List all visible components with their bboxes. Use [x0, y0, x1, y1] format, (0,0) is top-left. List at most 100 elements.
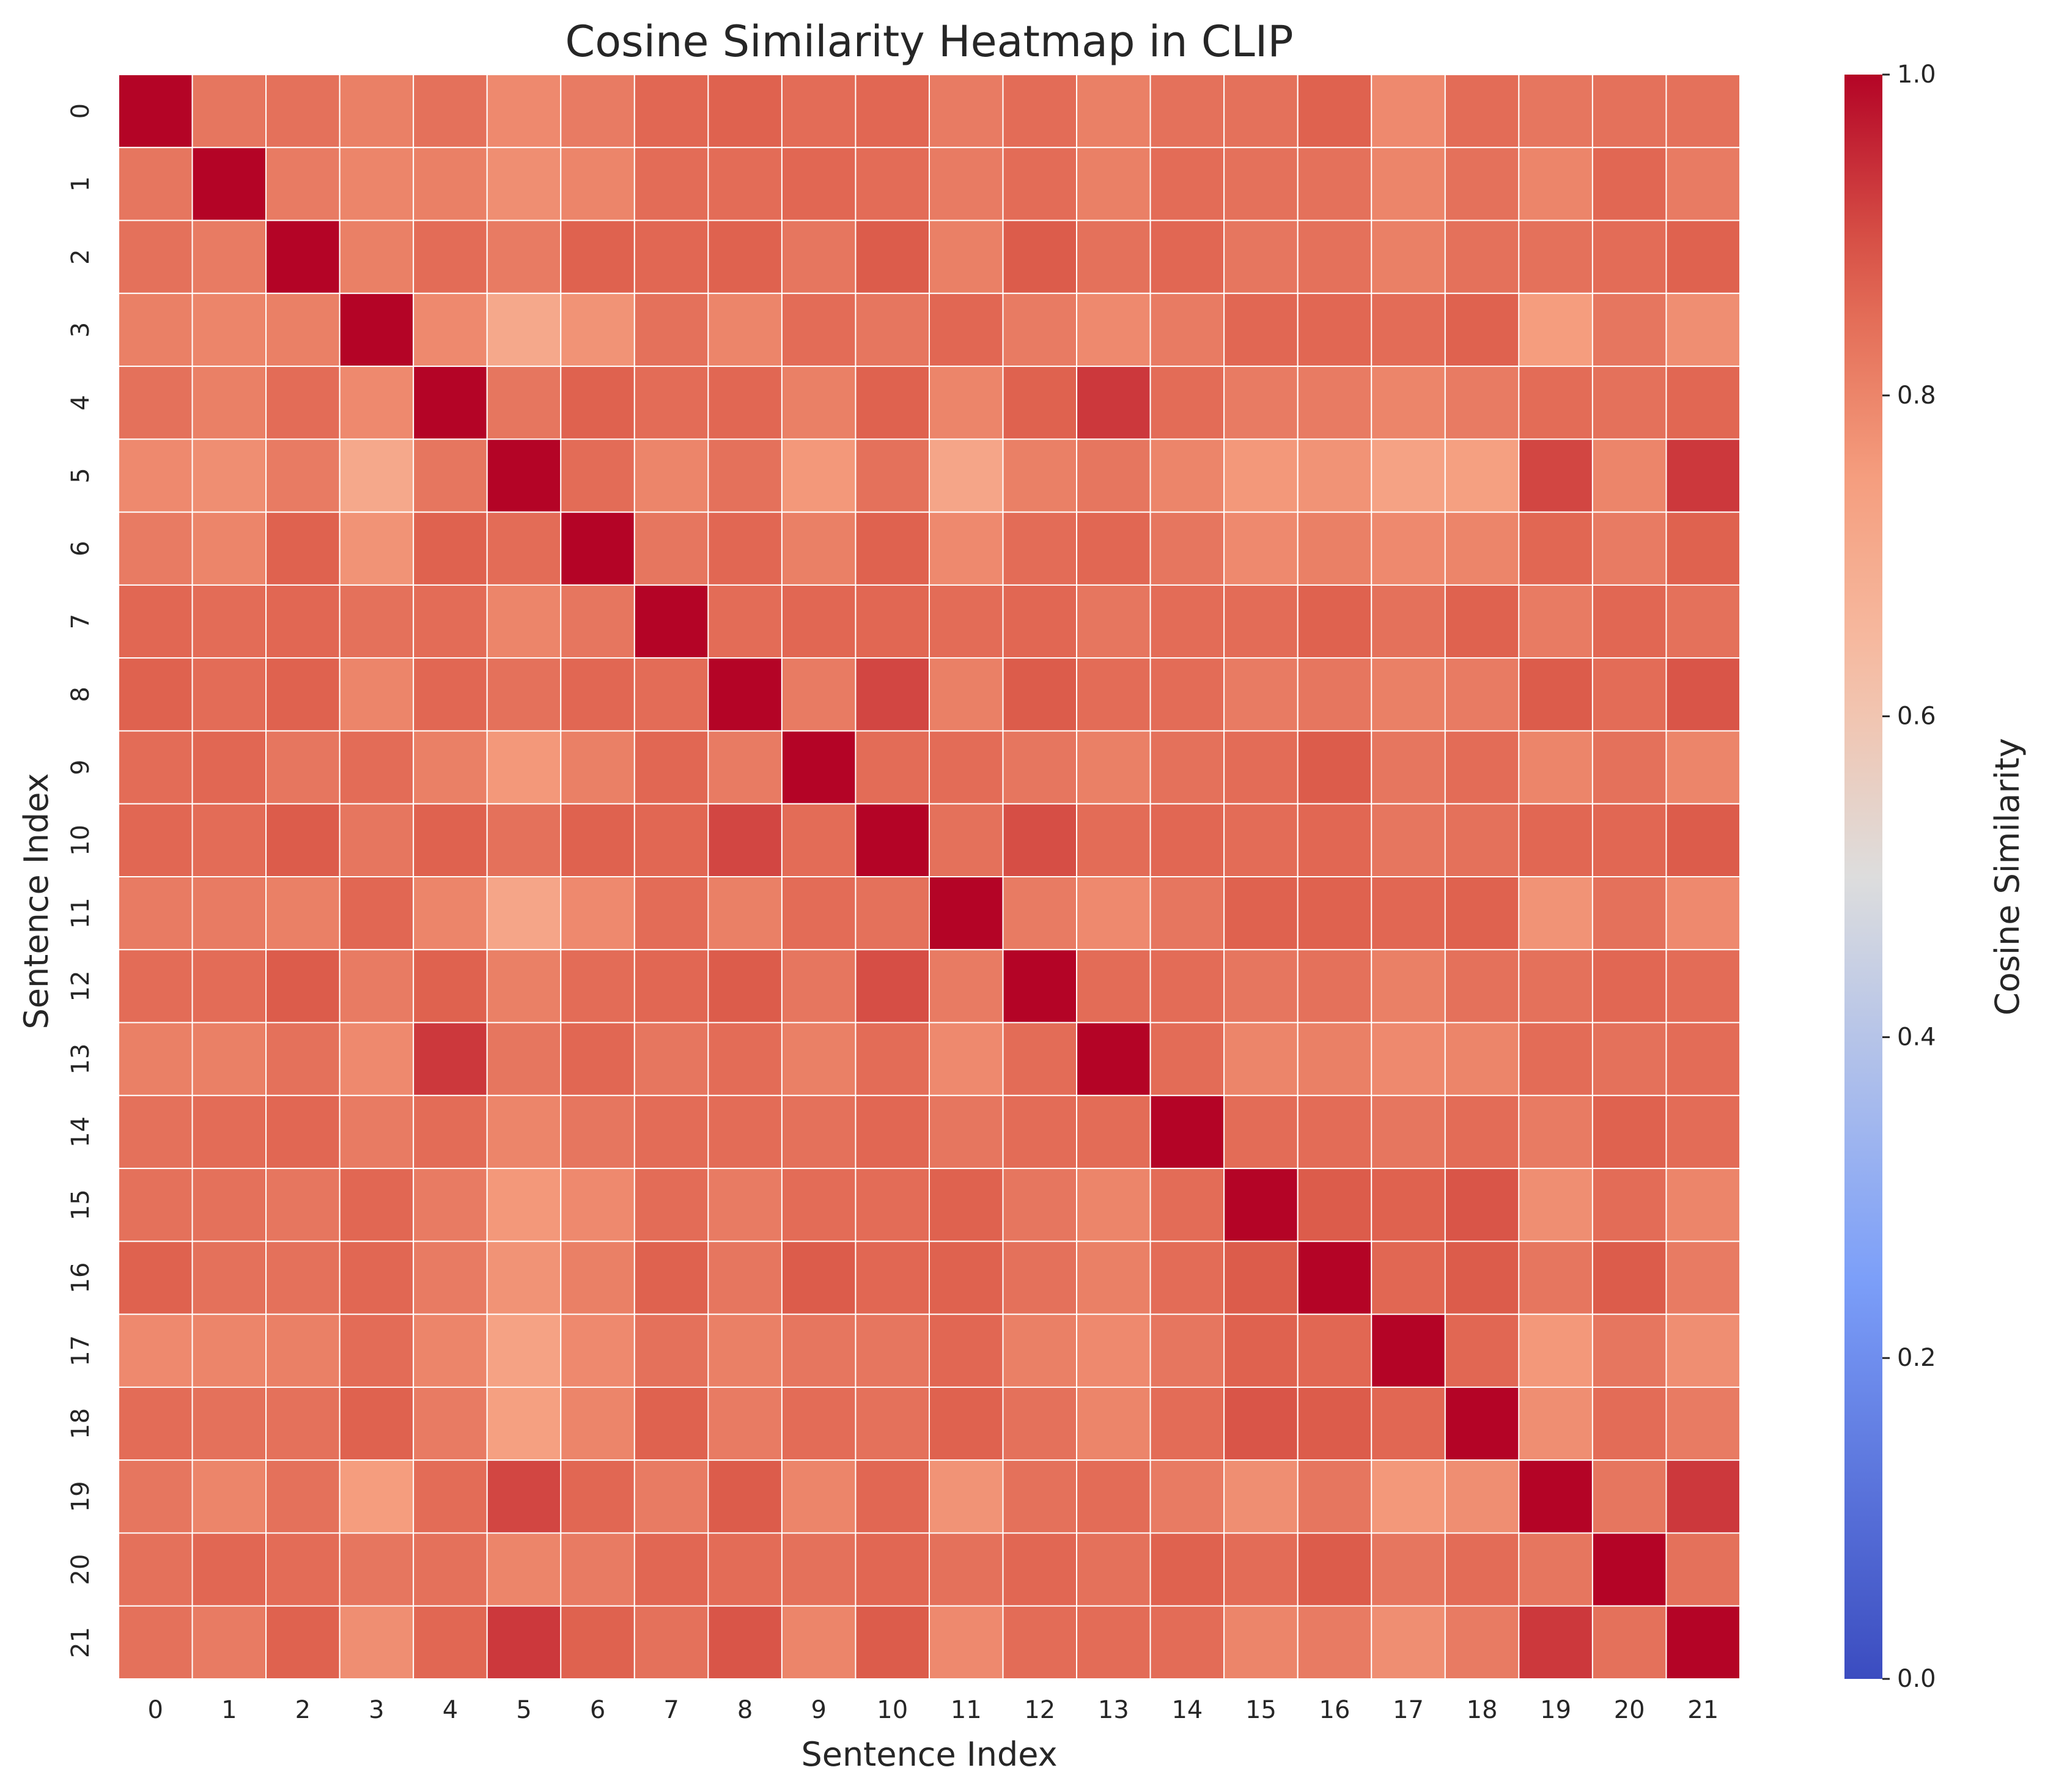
- heatmap-cell-6-10: [855, 511, 930, 586]
- heatmap-cell-14-18: [1444, 1094, 1520, 1170]
- heatmap-cell-0-6: [560, 74, 635, 149]
- heatmap-cell-3-9: [781, 292, 857, 367]
- heatmap-cell-3-8: [707, 292, 783, 367]
- heatmap-cell-15-19: [1518, 1168, 1593, 1242]
- y-axis-label: Sentence Index: [17, 773, 56, 1029]
- heatmap-cell-15-2: [265, 1168, 341, 1242]
- heatmap-cell-12-5: [486, 949, 562, 1023]
- heatmap-cell-1-16: [1297, 147, 1373, 221]
- heatmap-cell-17-9: [781, 1313, 857, 1388]
- heatmap-cell-8-12: [1002, 657, 1078, 732]
- heatmap-cell-17-5: [486, 1313, 562, 1388]
- heatmap-cell-5-16: [1297, 438, 1373, 513]
- heatmap-cell-11-18: [1444, 876, 1520, 951]
- y-tick-label: 21: [67, 1627, 95, 1658]
- heatmap-cell-17-2: [265, 1313, 341, 1388]
- heatmap-cell-4-19: [1518, 366, 1593, 440]
- heatmap-cell-8-10: [855, 657, 930, 732]
- heatmap-cell-4-13: [1076, 366, 1151, 440]
- x-tick-label: 5: [516, 1696, 531, 1724]
- heatmap-cell-5-6: [560, 438, 635, 513]
- heatmap-cell-17-21: [1665, 1313, 1741, 1388]
- heatmap-cell-21-0: [118, 1605, 193, 1680]
- heatmap-cell-1-14: [1149, 147, 1225, 221]
- heatmap-cell-10-11: [929, 803, 1004, 878]
- heatmap-cell-6-4: [413, 511, 488, 586]
- heatmap-cell-8-2: [265, 657, 341, 732]
- heatmap-cell-5-14: [1149, 438, 1225, 513]
- heatmap-cell-9-9: [781, 730, 857, 805]
- heatmap-cell-15-15: [1223, 1168, 1299, 1242]
- heatmap-cell-4-2: [265, 366, 341, 440]
- heatmap-cell-19-13: [1076, 1459, 1151, 1534]
- heatmap-cell-18-21: [1665, 1386, 1741, 1461]
- heatmap-cell-11-15: [1223, 876, 1299, 951]
- heatmap-cell-7-16: [1297, 584, 1373, 659]
- heatmap-cell-13-21: [1665, 1022, 1741, 1096]
- heatmap-cell-14-2: [265, 1094, 341, 1170]
- heatmap-cell-14-5: [486, 1094, 562, 1170]
- heatmap-cell-11-7: [633, 876, 709, 951]
- heatmap-cell-1-10: [855, 147, 930, 221]
- heatmap-cell-4-0: [118, 366, 193, 440]
- heatmap-cell-6-6: [560, 511, 635, 586]
- heatmap-cell-5-5: [486, 438, 562, 513]
- heatmap-cell-7-2: [265, 584, 341, 659]
- heatmap-cell-20-16: [1297, 1532, 1373, 1607]
- x-tick-label: 10: [877, 1696, 908, 1724]
- heatmap-cell-6-9: [781, 511, 857, 586]
- heatmap-cell-14-3: [339, 1094, 415, 1170]
- heatmap-cell-0-18: [1444, 74, 1520, 149]
- heatmap-cell-3-20: [1591, 292, 1667, 367]
- heatmap-cell-2-17: [1371, 219, 1446, 294]
- heatmap-cell-3-21: [1665, 292, 1741, 367]
- heatmap-cell-13-3: [339, 1022, 415, 1096]
- heatmap-cell-12-21: [1665, 949, 1741, 1023]
- heatmap-cell-8-0: [118, 657, 193, 732]
- x-tick-label: 9: [811, 1696, 826, 1724]
- colorbar-tick-label: 0.6: [1897, 702, 1936, 731]
- heatmap-cell-12-18: [1444, 949, 1520, 1023]
- x-tick-label: 18: [1467, 1696, 1498, 1724]
- heatmap-cell-2-11: [929, 219, 1004, 294]
- heatmap-cell-17-11: [929, 1313, 1004, 1388]
- heatmap-cell-5-11: [929, 438, 1004, 513]
- heatmap-cell-2-12: [1002, 219, 1078, 294]
- heatmap-cell-9-16: [1297, 730, 1373, 805]
- heatmap-cell-16-15: [1223, 1241, 1299, 1315]
- heatmap-cell-16-18: [1444, 1241, 1520, 1315]
- x-tick-label: 0: [148, 1696, 163, 1724]
- heatmap-cell-18-8: [707, 1386, 783, 1461]
- heatmap-cell-3-17: [1371, 292, 1446, 367]
- heatmap-cell-9-20: [1591, 730, 1667, 805]
- heatmap-cell-0-19: [1518, 74, 1593, 149]
- colorbar-tick-label: 0.8: [1897, 382, 1936, 410]
- heatmap-cell-13-5: [486, 1022, 562, 1096]
- x-tick-labels: 0 1 2 3 4 5 6 7 8 9 10 11 12 13 14 15 16 17 18 19 20 21: [148, 1696, 1719, 1724]
- heatmap-cell-17-19: [1518, 1313, 1593, 1388]
- heatmap-cell-6-14: [1149, 511, 1225, 586]
- heatmap-cell-18-3: [339, 1386, 415, 1461]
- heatmap-cell-1-4: [413, 147, 488, 221]
- heatmap-cell-17-18: [1444, 1313, 1520, 1388]
- heatmap-cell-19-7: [633, 1459, 709, 1534]
- heatmap-cell-17-1: [191, 1313, 267, 1388]
- heatmap-cell-10-19: [1518, 803, 1593, 878]
- heatmap-cell-13-9: [781, 1022, 857, 1096]
- heatmap-cell-0-2: [265, 74, 341, 149]
- heatmap-cell-6-8: [707, 511, 783, 586]
- heatmap-cell-17-3: [339, 1313, 415, 1388]
- heatmap-cell-17-17: [1371, 1313, 1446, 1388]
- heatmap-cell-20-4: [413, 1532, 488, 1607]
- heatmap-cell-0-20: [1591, 74, 1667, 149]
- x-tick-label: 17: [1393, 1696, 1424, 1724]
- heatmap-cell-12-10: [855, 949, 930, 1023]
- heatmap-cell-19-5: [486, 1459, 562, 1534]
- heatmap-cell-20-10: [855, 1532, 930, 1607]
- heatmap-cell-2-2: [265, 219, 341, 294]
- heatmap-cell-18-15: [1223, 1386, 1299, 1461]
- heatmap-cell-7-0: [118, 584, 193, 659]
- heatmap-cell-21-21: [1665, 1605, 1741, 1680]
- heatmap-cell-15-16: [1297, 1168, 1373, 1242]
- heatmap-cell-21-11: [929, 1605, 1004, 1680]
